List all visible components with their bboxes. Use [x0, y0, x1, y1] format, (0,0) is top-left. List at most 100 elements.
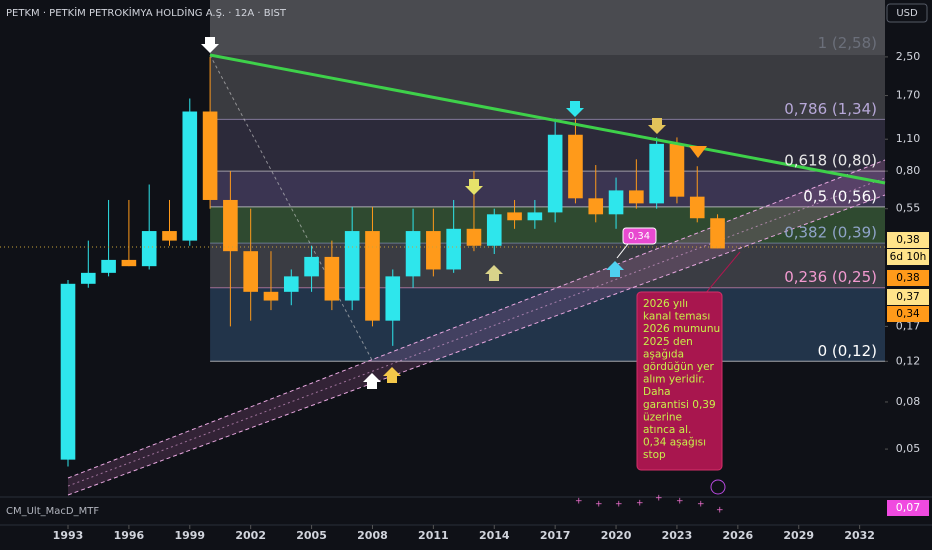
candle-body	[669, 143, 685, 197]
annotation-box	[636, 291, 723, 471]
price-badge	[887, 306, 929, 322]
indicator-value: 0,07	[896, 501, 921, 514]
channel-mid	[67, 177, 886, 487]
arrow	[465, 179, 483, 195]
indicator-badge	[887, 500, 929, 516]
fib-band	[210, 206, 886, 244]
candle-body	[649, 143, 664, 204]
x-tick-label: 1996	[114, 529, 145, 542]
arrow	[566, 101, 584, 117]
fib-band	[210, 243, 886, 288]
y-tick-label: 0,55	[896, 202, 921, 215]
x-tick-label: 2020	[601, 529, 632, 542]
candle-body	[283, 276, 299, 292]
x-tick-label: 1993	[53, 529, 84, 542]
y-tick-label: 1,10	[896, 132, 921, 145]
x-tick-label: 2029	[783, 529, 814, 542]
chart-title: PETKM · PETKİM PETROKİMYA HOLDİNG A.Ş. ·…	[6, 6, 287, 19]
annotation-line: 2025 den	[643, 336, 693, 348]
candle-body	[608, 190, 624, 215]
fib-label: 0,5 (0,56)	[803, 187, 877, 205]
fib-label: 0,618 (0,80)	[784, 152, 877, 170]
annotation-line: Daha	[643, 386, 671, 398]
annotation-line: 2026 mumunu	[643, 323, 720, 335]
candle-body	[527, 212, 543, 221]
currency: USD	[896, 8, 918, 19]
indicator-name: CM_Ult_MacD_MTF	[6, 506, 99, 517]
y-tick-label: 0,12	[896, 354, 921, 367]
candle-body	[80, 272, 96, 284]
candle-body	[547, 134, 563, 213]
y-tick-label: 0,17	[896, 319, 921, 332]
channel-line	[67, 159, 886, 479]
candle-body	[223, 199, 238, 252]
candle-body	[568, 134, 583, 199]
x-tick-label: 2026	[723, 529, 754, 542]
y-tick-label: 2,50	[896, 50, 921, 63]
fib-label: 0 (0,12)	[818, 342, 877, 360]
arrow	[383, 367, 401, 383]
annotation-line: aşağıda	[643, 348, 684, 360]
arrow	[201, 37, 219, 53]
x-tick-label: 1999	[174, 529, 205, 542]
marker: +	[615, 500, 623, 510]
candle-body	[182, 111, 198, 241]
event-icon[interactable]	[710, 479, 726, 495]
annotation-line: 2026 yılı	[643, 298, 688, 310]
candle-body	[710, 218, 725, 249]
fib-label: 0,236 (0,25)	[784, 268, 877, 286]
fib-label: 1 (2,58)	[818, 34, 877, 52]
y-tick-label: 0,80	[896, 164, 921, 177]
candle-body	[101, 259, 116, 273]
marker: +	[655, 494, 663, 504]
fib-bands	[210, 53, 886, 362]
annotation-line: atınca al.	[643, 424, 691, 436]
candle-body	[243, 251, 258, 292]
candle-body	[446, 228, 461, 270]
annotation-line: alım yeridir.	[643, 374, 705, 386]
price-badge	[887, 232, 929, 248]
price-badge	[887, 289, 929, 305]
indicator-markers: + + + + + + + +	[575, 494, 724, 516]
candle-body	[689, 196, 705, 219]
candle-body	[263, 291, 279, 301]
x-tick-label: 2005	[296, 529, 327, 542]
price-badge-text: 6d 10h	[890, 251, 927, 263]
arrow	[363, 373, 381, 389]
candle-body	[304, 256, 319, 277]
candle-body	[507, 212, 522, 221]
marker: +	[636, 499, 644, 509]
price-badge	[887, 270, 929, 286]
price-badge-text: 0,38	[896, 272, 919, 284]
annotation-line: üzerine	[643, 411, 682, 423]
x-tick-label: 2011	[418, 529, 449, 542]
x-tick-label: 2008	[357, 529, 388, 542]
arrow	[689, 146, 707, 158]
fib-band	[210, 287, 886, 362]
annotation-line: garantisi 0,39	[643, 399, 716, 411]
arrow	[648, 118, 666, 134]
currency-button[interactable]	[886, 3, 928, 23]
candle-body	[324, 256, 340, 301]
x-tick-label: 2023	[662, 529, 693, 542]
trend-line	[209, 53, 886, 185]
arrows	[201, 37, 707, 389]
channel	[68, 160, 885, 495]
marker: +	[676, 497, 684, 507]
candle-body	[162, 231, 177, 241]
axes: 2,50 1,70 1,10 0,80 0,55 0,17 0,12 0,08 0,05 1993…	[53, 50, 921, 542]
candle-body	[405, 231, 421, 277]
fib-top-band	[210, 0, 885, 55]
x-tick-label: 2032	[844, 529, 875, 542]
fib-band	[210, 53, 886, 120]
annotation-line: gördüğün yer	[643, 361, 715, 373]
annotation-line: kanal teması	[643, 311, 710, 323]
y-tick-label: 1,70	[896, 89, 921, 102]
candle-body	[60, 283, 76, 460]
candle-body	[141, 231, 157, 267]
fib-band	[210, 171, 886, 207]
candle-body	[629, 190, 644, 204]
candle-body	[365, 231, 380, 321]
candles	[60, 56, 725, 467]
